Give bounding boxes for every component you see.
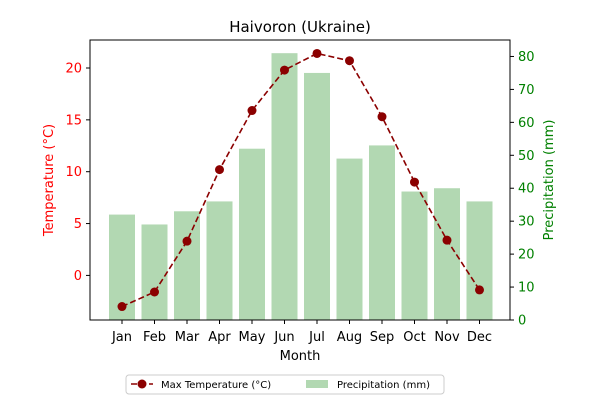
- right-y-tick-label: 40: [518, 182, 535, 197]
- x-tick-label: Oct: [403, 330, 425, 345]
- x-tick-label: May: [239, 330, 266, 345]
- x-tick-label: Feb: [143, 330, 166, 345]
- right-y-axis: 0 10 20 30 40 50 60 70 80: [510, 50, 535, 329]
- temperature-point-oct: [410, 177, 419, 187]
- chart-title: Haivoron (Ukraine): [229, 18, 371, 36]
- x-tick-label: Jul: [308, 330, 325, 345]
- legend-marker-sample: [137, 379, 147, 389]
- temperature-point-feb: [150, 287, 159, 297]
- left-y-tick-label: 15: [65, 113, 82, 128]
- temperature-point-jul: [312, 48, 322, 58]
- temperature-point-jan: [117, 302, 127, 312]
- temperature-point-aug: [345, 56, 354, 66]
- legend-label-temperature: Max Temperature (°C): [161, 380, 271, 391]
- precipitation-bar-may: [239, 148, 265, 320]
- temperature-line-layer: [117, 48, 484, 312]
- plot-frame: [89, 39, 511, 321]
- precipitation-bar-sep: [369, 145, 395, 320]
- x-axis: Jan Feb Mar Apr May Jun Jul Aug Sep Oct Nov Dec: [111, 320, 492, 345]
- left-y-tick-label: 0: [74, 269, 82, 284]
- precipitation-bar-feb: [141, 224, 168, 320]
- x-tick-label: Sep: [370, 330, 395, 345]
- temperature-point-dec: [475, 285, 484, 295]
- x-tick-label: Apr: [208, 330, 231, 345]
- left-y-axis-label: Temperature (°C): [42, 124, 57, 237]
- temperature-point-sep: [377, 112, 387, 122]
- temperature-point-apr: [215, 165, 224, 175]
- x-tick-label: Dec: [467, 330, 492, 345]
- right-y-tick-label: 70: [518, 83, 535, 98]
- x-tick-label: Jan: [111, 330, 132, 345]
- temperature-line: [121, 52, 481, 308]
- temperature-point-jun: [280, 65, 289, 75]
- right-y-tick-label: 10: [518, 281, 535, 296]
- precipitation-bar-jun: [271, 53, 298, 320]
- right-y-tick-label: 60: [518, 116, 535, 131]
- x-axis-label: Month: [280, 349, 321, 364]
- legend-box: [125, 374, 445, 395]
- left-y-tick-label: 10: [65, 165, 82, 180]
- left-y-axis: 0 5 10 15 20: [65, 62, 90, 284]
- precipitation-bar-mar: [174, 211, 200, 320]
- precipitation-bar-oct: [401, 191, 428, 320]
- x-tick-label: Jun: [273, 330, 294, 345]
- legend-label-precipitation: Precipitation (mm): [337, 380, 430, 391]
- x-tick-label: Aug: [337, 330, 362, 345]
- right-y-tick-label: 30: [518, 215, 535, 230]
- precipitation-bar-nov: [434, 188, 460, 320]
- temperature-point-may: [247, 106, 257, 116]
- legend: Max Temperature (°C) Precipitation (mm): [125, 374, 445, 395]
- right-y-tick-label: 80: [518, 50, 535, 65]
- precipitation-bar-jul: [304, 72, 330, 320]
- x-tick-label: Mar: [175, 330, 200, 345]
- precipitation-bar-apr: [206, 201, 233, 320]
- right-y-tick-label: 0: [518, 314, 526, 329]
- precipitation-bars: [109, 53, 493, 320]
- precipitation-bar-dec: [466, 201, 493, 320]
- temperature-point-nov: [442, 235, 452, 245]
- right-y-tick-label: 20: [518, 248, 535, 263]
- precipitation-bar-aug: [336, 158, 363, 320]
- left-y-tick-label: 20: [65, 62, 82, 77]
- temperature-point-mar: [182, 236, 192, 246]
- legend-bar-sample: [306, 380, 328, 388]
- right-y-tick-label: 50: [518, 149, 535, 164]
- left-y-tick-label: 5: [74, 217, 82, 232]
- x-tick-label: Nov: [434, 330, 460, 345]
- right-y-axis-label: Precipitation (mm): [542, 120, 557, 241]
